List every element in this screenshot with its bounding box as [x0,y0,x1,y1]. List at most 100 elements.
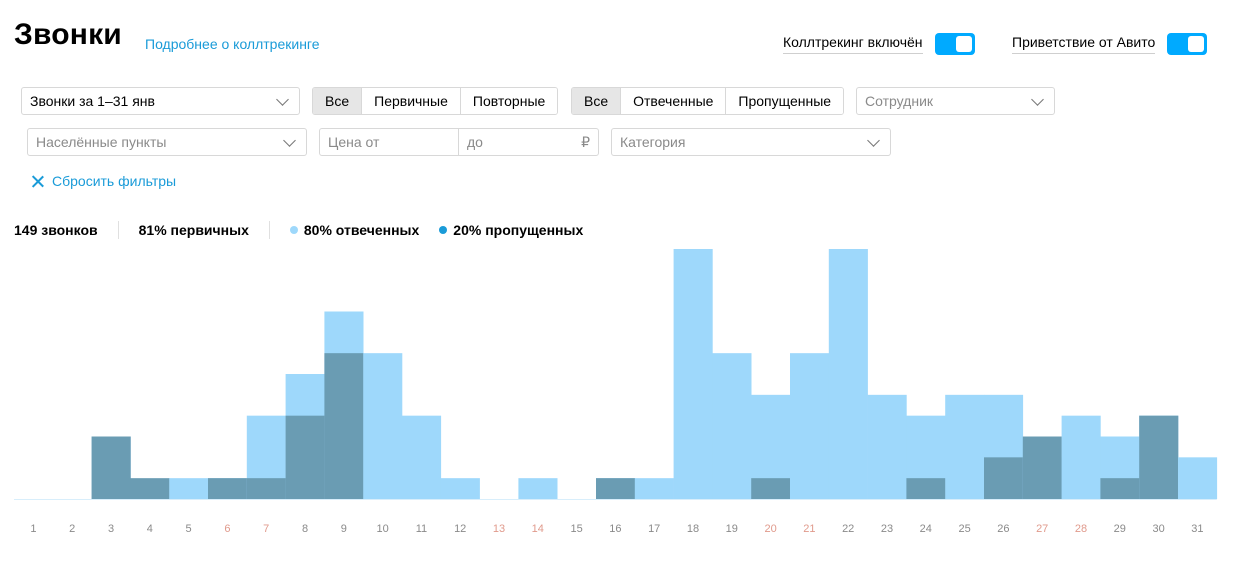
chevron-down-icon [867,133,880,147]
bar-answered-17 [634,478,674,499]
bar-answered-18 [673,249,713,499]
reset-filters-button[interactable]: Сбросить фильтры [31,173,176,189]
bar-missed-6 [208,478,248,499]
greeting-toggle[interactable] [1167,33,1208,55]
reset-filters-label: Сбросить фильтры [52,173,177,189]
x-tick-label-24: 24 [920,523,932,535]
x-tick-label-31: 31 [1191,523,1203,535]
toggle-knob [955,36,972,52]
x-tick-label-16: 16 [609,523,621,535]
stat-total: 149 звонков [14,222,98,238]
divider [268,221,270,239]
x-tick-label-15: 15 [570,523,582,535]
bar-answered-21 [790,353,830,499]
currency-icon: ₽ [581,133,590,150]
status-all-button[interactable]: Все [572,88,621,114]
about-calltracking-link[interactable]: Подробнее о коллтрекинге [145,36,320,52]
x-tick-label-26: 26 [997,523,1009,535]
x-tick-label-5: 5 [186,523,192,535]
x-tick-label-18: 18 [687,523,699,535]
x-tick-label-29: 29 [1114,523,1126,535]
x-tick-label-13: 13 [493,523,505,535]
greeting-label: Приветствие от Авито [1012,34,1156,54]
x-tick-label-12: 12 [454,523,466,535]
type-all-button[interactable]: Все [313,88,362,114]
bar-missed-9 [324,353,364,499]
locations-placeholder: Населённые пункты [36,134,167,150]
bar-missed-16 [596,478,636,499]
call-status-segment: Все Отвеченные Пропущенные [571,87,845,115]
bar-answered-28 [1061,415,1101,499]
x-tick-label-30: 30 [1152,523,1164,535]
category-select[interactable]: Категория [611,128,891,156]
type-primary-button[interactable]: Первичные [361,88,460,114]
x-tick-label-7: 7 [263,523,269,535]
x-tick-label-14: 14 [532,523,544,535]
bar-answered-25 [945,394,985,499]
price-from-input[interactable]: Цена от [319,128,459,156]
bar-missed-26 [984,457,1024,499]
x-tick-label-20: 20 [764,523,776,535]
x-tick-label-1: 1 [30,523,36,535]
stat-answered: 80% отвеченных [289,222,420,238]
toggle-knob [1188,36,1205,52]
x-tick-label-2: 2 [69,523,75,535]
price-from-placeholder: Цена от [328,134,380,150]
x-tick-label-21: 21 [803,523,815,535]
period-select[interactable]: Звонки за 1–31 янв [21,87,300,115]
x-tick-label-22: 22 [842,523,854,535]
bar-answered-5 [169,478,209,499]
chevron-down-icon [1031,92,1044,106]
bar-answered-19 [712,353,752,499]
price-to-placeholder: до [467,134,483,150]
bar-missed-24 [906,478,946,499]
x-tick-label-6: 6 [224,523,230,535]
calltracking-toggle[interactable] [934,33,975,55]
bar-missed-29 [1100,478,1140,499]
calls-chart: 1 2 3 4 5 6 7 8 9 10 11 12 13 14 15 16 17 18 19 20 21 22 23 24 2… [14,249,1218,535]
x-tick-label-28: 28 [1075,523,1087,535]
greeting-toggle-group: Приветствие от Авито [1012,33,1208,55]
x-tick-label-19: 19 [726,523,738,535]
calltracking-label: Коллтрекинг включён [783,34,923,54]
bar-missed-7 [246,478,286,499]
status-answered-button[interactable]: Отвеченные [620,88,726,114]
stat-answered-label: 80% отвеченных [303,222,420,238]
period-value: Звонки за 1–31 янв [30,93,155,109]
bar-missed-4 [130,478,170,499]
stat-primary: 81% первичных [138,222,249,238]
bar-answered-12 [440,478,480,499]
chevron-down-icon [283,133,296,147]
x-tick-label-3: 3 [108,523,114,535]
employee-select[interactable]: Сотрудник [856,87,1055,115]
x-tick-label-10: 10 [376,523,388,535]
x-tick-label-17: 17 [648,523,660,535]
bar-missed-27 [1022,436,1062,499]
bar-missed-30 [1139,415,1179,499]
status-missed-button[interactable]: Пропущенные [725,88,844,114]
x-tick-label-25: 25 [958,523,970,535]
call-type-segment: Все Первичные Повторные [312,87,559,115]
price-to-input[interactable]: до ₽ [458,128,599,156]
x-tick-label-9: 9 [341,523,347,535]
bar-answered-22 [828,249,868,499]
employee-placeholder: Сотрудник [865,93,934,109]
bar-answered-11 [402,415,442,499]
page-title: Звонки [14,18,122,51]
answered-dot-icon [289,226,298,234]
x-tick-label-11: 11 [416,523,427,535]
bar-answered-10 [363,353,403,499]
x-tick-label-8: 8 [302,523,308,535]
x-tick-label-27: 27 [1036,523,1048,535]
bar-answered-14 [518,478,558,499]
calltracking-toggle-group: Коллтрекинг включён [783,33,975,55]
chevron-down-icon [276,92,289,106]
x-tick-label-4: 4 [147,523,153,535]
type-repeat-button[interactable]: Повторные [459,88,558,114]
locations-select[interactable]: Населённые пункты [27,128,307,156]
divider [117,221,119,239]
bar-missed-20 [751,478,791,499]
stat-missed-label: 20% пропущенных [453,222,584,238]
close-icon [31,175,44,188]
call-stats: 149 звонков 81% первичных 80% отвеченных… [14,221,583,239]
